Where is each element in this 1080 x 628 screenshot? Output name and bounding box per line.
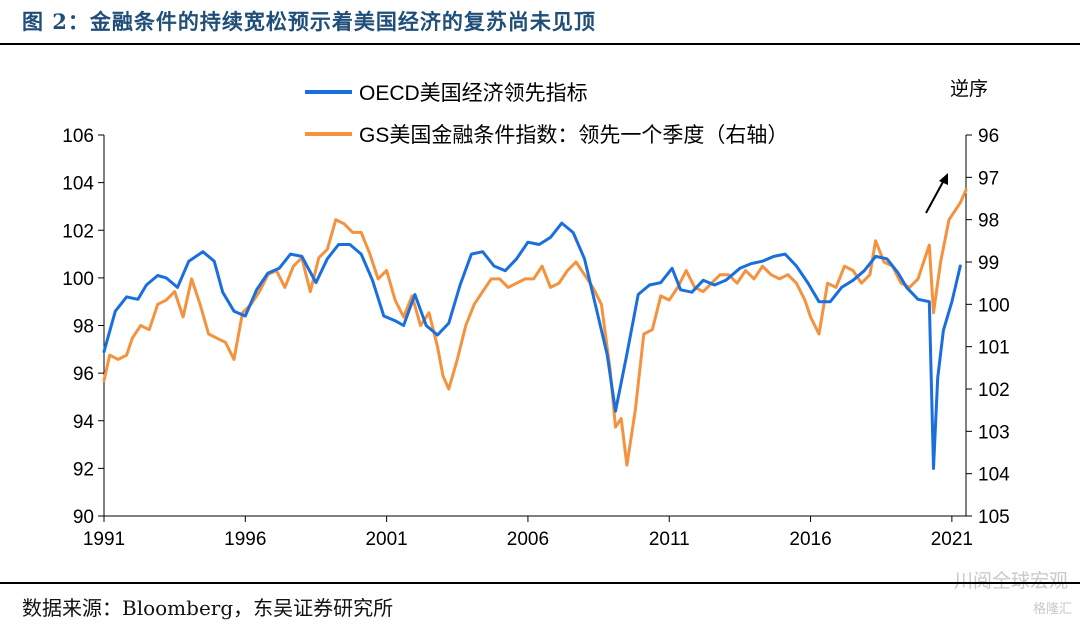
left-tick-label: 92 [73, 459, 94, 480]
right-tick-label: 103 [978, 422, 1010, 443]
left-tick-label: 104 [62, 174, 94, 195]
x-tick-label: 2016 [789, 529, 831, 550]
chart: 90 92 94 96 98 100 102 104 106 96 97 98 99 100 101 102 1… [62, 78, 1010, 550]
legend: OECD美国经济领先指标 GS美国金融条件指数：领先一个季度（右轴） [305, 82, 788, 147]
right-axis-label: 逆序 [950, 78, 988, 100]
right-tick-label: 100 [978, 295, 1010, 316]
x-tick-label: 2006 [507, 529, 549, 550]
right-tick-label: 102 [978, 380, 1010, 401]
right-tick-label: 99 [978, 253, 999, 274]
left-tick-label: 90 [73, 507, 94, 528]
watermark: 川阅全球宏观 [953, 570, 1068, 592]
legend-label-gs: GS美国金融条件指数：领先一个季度（右轴） [359, 124, 788, 147]
left-tick-label: 98 [73, 317, 94, 338]
right-tick-label: 96 [978, 126, 999, 147]
left-tick-label: 106 [62, 126, 94, 147]
right-tick-label: 104 [978, 465, 1010, 486]
x-tick-label: 1991 [83, 529, 125, 550]
figure-title: 图 2：金融条件的持续宽松预示着美国经济的复苏尚未见顶 [22, 9, 596, 34]
bottom-rule [0, 582, 1080, 584]
right-tick-label: 101 [978, 338, 1010, 359]
annotation-arrow [925, 173, 948, 214]
left-tick-label: 94 [73, 412, 95, 433]
left-tick-label: 102 [62, 221, 94, 242]
right-tick-label: 97 [978, 168, 999, 189]
right-tick-label: 98 [978, 211, 999, 232]
x-tick-label: 2001 [365, 529, 407, 550]
legend-label-oecd: OECD美国经济领先指标 [359, 82, 588, 105]
x-tick-label: 2021 [931, 529, 973, 550]
watermark-sub: 格隆汇 [1032, 602, 1072, 617]
right-tick-label: 105 [978, 507, 1010, 528]
x-tick-label: 1996 [224, 529, 266, 550]
series-line-gs [102, 188, 968, 467]
left-tick-label: 96 [73, 364, 94, 385]
top-rule [0, 43, 1080, 45]
series-line-oecd [102, 221, 962, 470]
source-note: 数据来源：Bloomberg，东吴证券研究所 [22, 596, 394, 620]
x-tick-label: 2011 [649, 529, 690, 550]
left-tick-label: 100 [62, 269, 94, 290]
